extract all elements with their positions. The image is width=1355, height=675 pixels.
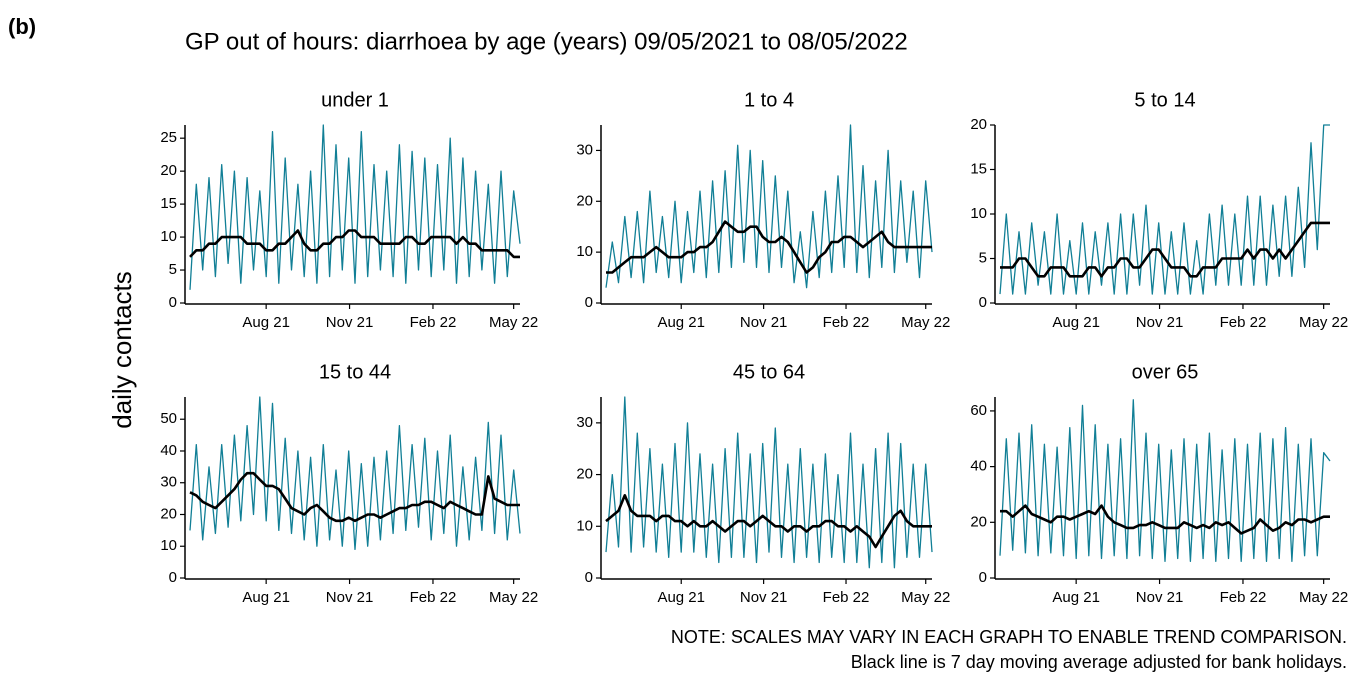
x-tick-label: Feb 22 [1220, 589, 1267, 606]
y-tick-label: 20 [160, 505, 177, 522]
panel-title: under 1 [321, 89, 389, 111]
panel-title: 1 to 4 [744, 89, 794, 111]
y-tick-label: 5 [169, 261, 177, 278]
moving-average-line [606, 220, 932, 274]
y-tick-label: 10 [970, 205, 987, 222]
y-tick-label: 0 [585, 569, 593, 586]
x-tick-label: Nov 21 [326, 589, 374, 606]
y-tick-label: 0 [169, 294, 177, 311]
y-tick-label: 20 [970, 116, 987, 133]
x-tick-label: May 22 [1299, 589, 1348, 606]
x-tick-label: Nov 21 [1136, 589, 1184, 606]
daily-line [999, 399, 1331, 562]
y-axis-label: daily contacts [107, 271, 137, 429]
panel-tag: (b) [8, 14, 36, 39]
moving-average-line [1000, 221, 1330, 278]
x-tick-label: Aug 21 [1052, 589, 1100, 606]
daily-line [189, 396, 521, 551]
y-tick-label: 50 [160, 410, 177, 427]
y-tick-label: 15 [160, 195, 177, 212]
y-tick-label: 25 [160, 129, 177, 146]
x-tick-label: Nov 21 [740, 314, 788, 331]
panel-title: over 65 [1132, 361, 1199, 383]
moving-average-line [189, 471, 520, 523]
x-tick-label: Feb 22 [1220, 314, 1267, 331]
y-tick-label: 20 [160, 162, 177, 179]
x-tick-label: May 22 [1299, 314, 1348, 331]
x-tick-label: Aug 21 [657, 589, 705, 606]
note: NOTE: SCALES MAY VARY IN EACH GRAPH TO E… [671, 627, 1347, 647]
y-tick-label: 0 [979, 569, 987, 586]
y-tick-label: 10 [160, 537, 177, 554]
x-tick-label: Feb 22 [823, 314, 870, 331]
x-tick-label: Aug 21 [657, 314, 705, 331]
chart-title: GP out of hours: diarrhoea by age (years… [185, 28, 908, 55]
y-tick-label: 10 [160, 228, 177, 245]
daily-line [189, 124, 521, 290]
x-tick-label: Nov 21 [326, 314, 374, 331]
x-tick-label: Aug 21 [242, 589, 290, 606]
moving-average-line [189, 229, 520, 259]
y-tick-label: 0 [979, 294, 987, 311]
y-tick-label: 30 [576, 414, 593, 431]
y-tick-label: 40 [970, 458, 987, 475]
moving-average-line [1000, 504, 1330, 535]
y-tick-label: 0 [585, 294, 593, 311]
y-tick-label: 0 [169, 569, 177, 586]
x-tick-label: Feb 22 [823, 589, 870, 606]
y-tick-label: 20 [576, 192, 593, 209]
y-tick-label: 15 [970, 160, 987, 177]
note: Black line is 7 day moving average adjus… [851, 652, 1347, 672]
moving-average-line [605, 494, 932, 549]
x-tick-label: May 22 [489, 589, 538, 606]
y-tick-label: 5 [979, 249, 987, 266]
y-tick-label: 20 [576, 466, 593, 483]
panel-title: 45 to 64 [733, 361, 805, 383]
x-tick-label: May 22 [901, 314, 950, 331]
daily-line [605, 396, 933, 569]
x-tick-label: Nov 21 [740, 589, 788, 606]
y-tick-label: 10 [576, 517, 593, 534]
y-tick-label: 10 [576, 243, 593, 260]
y-tick-label: 40 [160, 442, 177, 459]
x-tick-label: Nov 21 [1136, 314, 1184, 331]
daily-line [605, 124, 933, 289]
x-tick-label: Feb 22 [410, 314, 457, 331]
x-tick-label: May 22 [901, 589, 950, 606]
x-tick-label: Feb 22 [410, 589, 457, 606]
daily-line [999, 124, 1330, 295]
x-tick-label: May 22 [489, 314, 538, 331]
y-tick-label: 60 [970, 402, 987, 419]
panel-title: 5 to 14 [1134, 89, 1195, 111]
y-tick-label: 20 [970, 513, 987, 530]
x-tick-label: Aug 21 [242, 314, 290, 331]
y-tick-label: 30 [576, 141, 593, 158]
x-tick-label: Aug 21 [1052, 314, 1100, 331]
panel-title: 15 to 44 [319, 361, 391, 383]
y-tick-label: 30 [160, 474, 177, 491]
